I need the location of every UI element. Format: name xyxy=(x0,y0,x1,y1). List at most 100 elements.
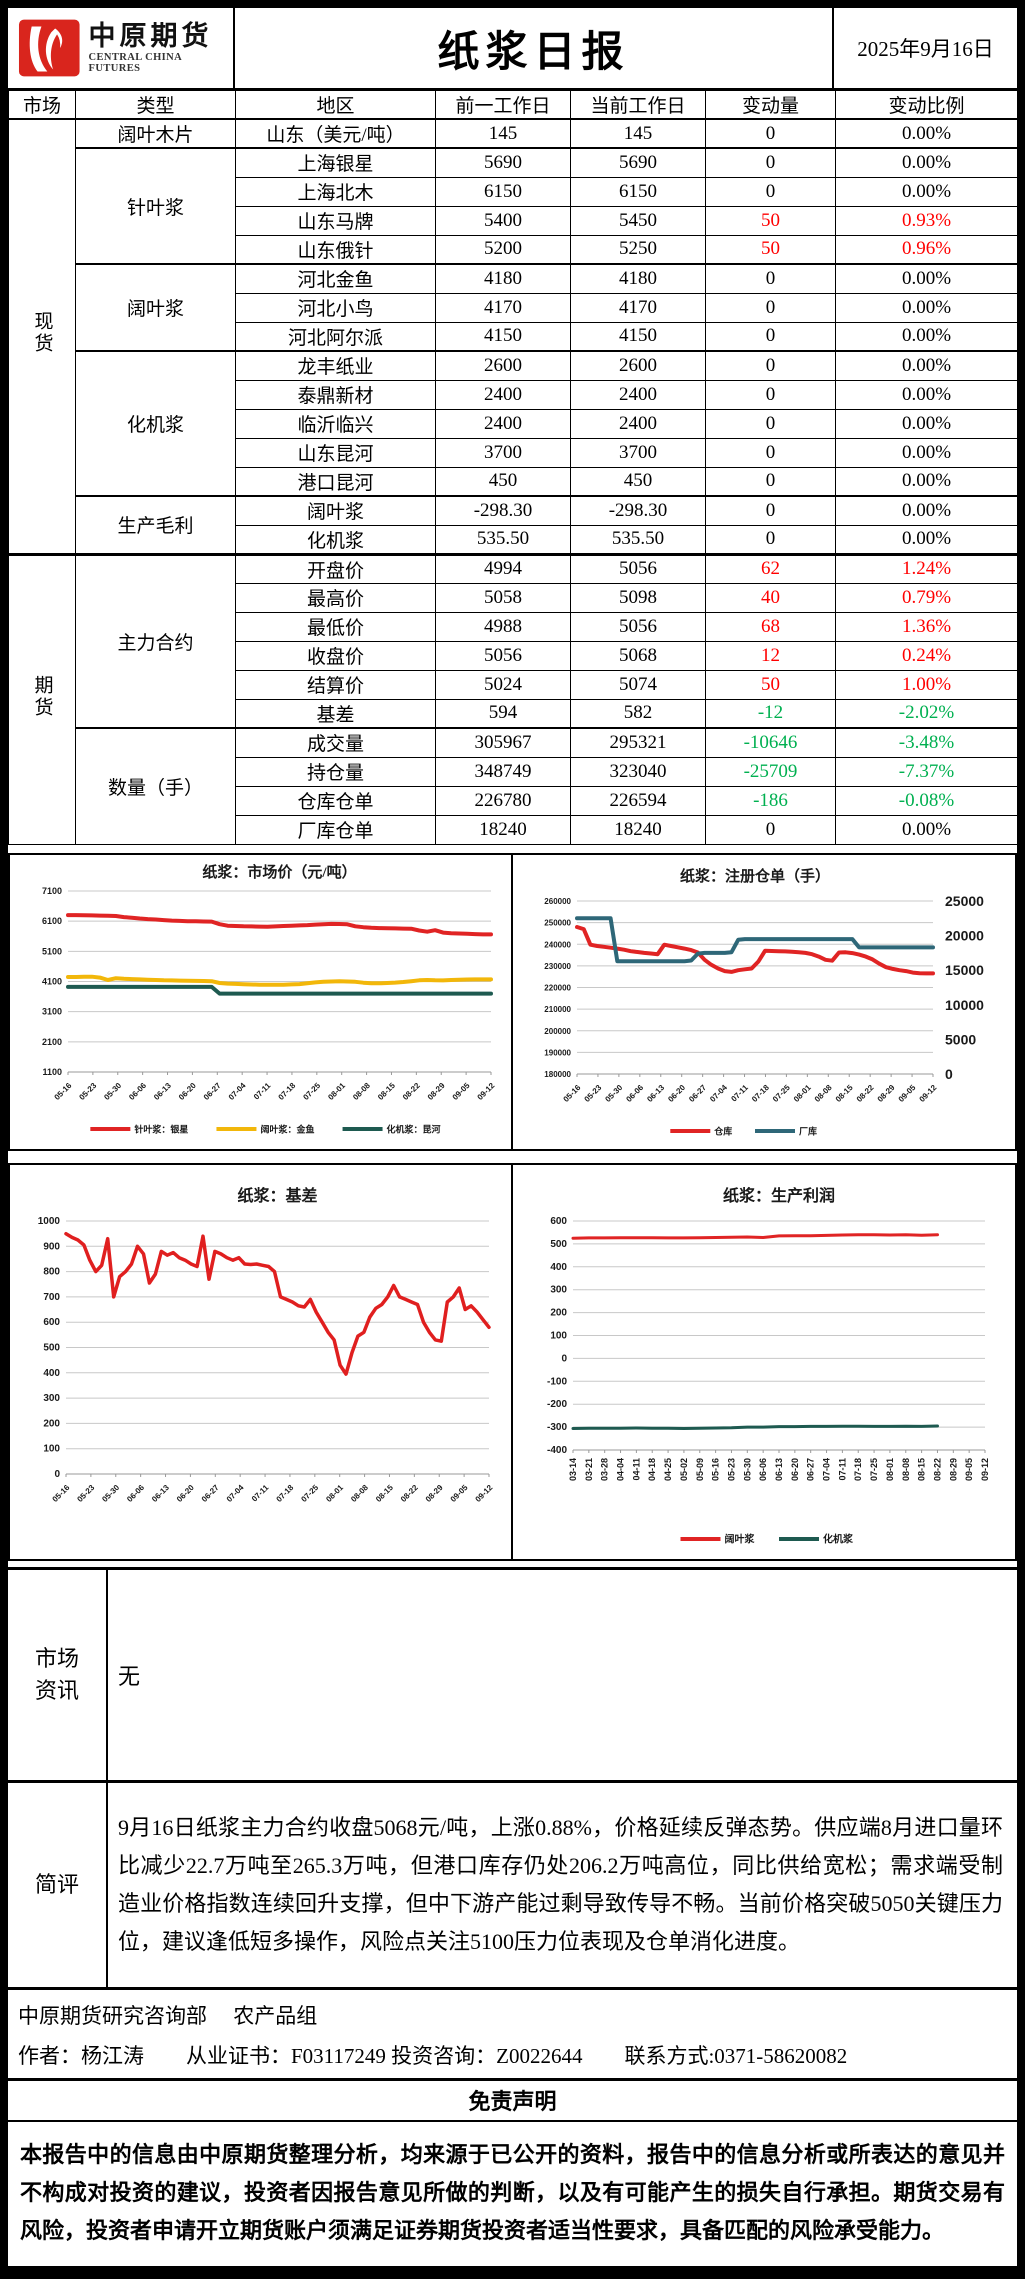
table-row: 临沂临兴 2400 2400 0 0.00% xyxy=(9,408,1018,439)
svg-text:03-14: 03-14 xyxy=(568,1458,578,1481)
region-cell: 最高价 xyxy=(235,582,436,613)
svg-text:09-05: 09-05 xyxy=(964,1458,974,1481)
market-cell-label: 期货 xyxy=(31,674,53,719)
svg-text:06-27: 06-27 xyxy=(202,1080,223,1101)
curr-value-cell: 450 xyxy=(570,466,706,497)
svg-text:400: 400 xyxy=(43,1367,60,1378)
change-cell: 50 xyxy=(705,669,836,700)
svg-text:06-13: 06-13 xyxy=(645,1082,666,1103)
change-pct-cell: 0.00% xyxy=(835,495,1018,526)
svg-text:06-06: 06-06 xyxy=(127,1080,148,1101)
chart-warehouse-receipts: 纸浆：注册仓单（手）180000190000200000210000220000… xyxy=(544,867,984,1137)
prev-value-cell: 4994 xyxy=(435,552,571,584)
prev-value-cell: 5058 xyxy=(435,582,571,613)
market-news-content: 无 xyxy=(118,1663,141,1689)
svg-text:09-05: 09-05 xyxy=(449,1482,470,1503)
region-cell: 山东（美元/吨） xyxy=(235,118,436,149)
change-cell: 0 xyxy=(705,814,836,845)
svg-text:06-06: 06-06 xyxy=(758,1458,768,1481)
svg-text:800: 800 xyxy=(43,1266,60,1277)
svg-text:04-25: 04-25 xyxy=(663,1458,673,1481)
change-cell: 0 xyxy=(705,408,836,439)
svg-text:纸浆：注册仓单（手）: 纸浆：注册仓单（手） xyxy=(680,867,830,885)
curr-value-cell: 145 xyxy=(570,118,706,149)
type-cell: 化机浆 xyxy=(75,350,236,497)
change-pct-cell: 1.00% xyxy=(835,669,1018,700)
prev-value-cell: 2400 xyxy=(435,408,571,439)
svg-text:08-01: 08-01 xyxy=(326,1080,347,1101)
chart-basis: 纸浆：基差 0 100 200 300 400 500 600 700 800 900 1000 05-… xyxy=(38,1186,495,1504)
company-logo: 中原期货 CENTRAL CHINA FUTURES xyxy=(8,8,235,88)
svg-text:05-30: 05-30 xyxy=(100,1482,121,1503)
svg-text:08-08: 08-08 xyxy=(813,1082,834,1103)
comment-section: 简评 9月16日纸浆主力合约收盘5068元/吨，上涨0.88%，价格延续反弹态势… xyxy=(8,1782,1017,1990)
col-header-type: 类型 xyxy=(75,90,236,120)
svg-text:900: 900 xyxy=(43,1241,60,1252)
svg-text:05-16: 05-16 xyxy=(51,1482,72,1503)
region-cell: 上海北木 xyxy=(235,176,436,207)
svg-text:600: 600 xyxy=(550,1216,567,1227)
svg-text:400: 400 xyxy=(550,1261,567,1272)
table-row: 收盘价 5056 5068 12 0.24% xyxy=(9,640,1018,671)
prev-value-cell: 348749 xyxy=(435,756,571,787)
report-date: 2025年9月16日 xyxy=(857,37,994,61)
svg-text:-300: -300 xyxy=(547,1422,567,1433)
svg-text:07-18: 07-18 xyxy=(853,1458,863,1481)
svg-text:09-05: 09-05 xyxy=(897,1082,918,1103)
change-cell: 50 xyxy=(705,234,836,265)
change-pct-cell: 0.96% xyxy=(835,234,1018,265)
svg-text:07-11: 07-11 xyxy=(729,1082,750,1103)
svg-text:08-29: 08-29 xyxy=(424,1482,445,1503)
change-cell: 0 xyxy=(705,147,836,178)
table-row: 山东昆河 3700 3700 0 0.00% xyxy=(9,437,1018,468)
svg-text:06-06: 06-06 xyxy=(125,1482,146,1503)
change-pct-cell: 0.93% xyxy=(835,205,1018,236)
prev-value-cell: 6150 xyxy=(435,176,571,207)
change-pct-cell: 1.36% xyxy=(835,611,1018,642)
svg-text:07-04: 07-04 xyxy=(822,1458,832,1481)
curr-value-cell: 18240 xyxy=(570,814,706,845)
region-cell: 结算价 xyxy=(235,669,436,700)
change-cell: -186 xyxy=(705,785,836,816)
svg-text:15000: 15000 xyxy=(945,962,984,978)
svg-text:06-20: 06-20 xyxy=(790,1458,800,1481)
svg-text:2100: 2100 xyxy=(42,1036,62,1046)
svg-text:500: 500 xyxy=(43,1342,60,1353)
region-cell: 仓库仓单 xyxy=(235,785,436,816)
svg-text:06-27: 06-27 xyxy=(687,1082,708,1103)
svg-text:08-29: 08-29 xyxy=(876,1082,897,1103)
change-cell: 0 xyxy=(705,350,836,381)
table-row: 上海北木 6150 6150 0 0.00% xyxy=(9,176,1018,207)
svg-text:08-15: 08-15 xyxy=(834,1082,855,1103)
chart-market-price: 纸浆：市场价（元/吨） 1100 2100 3100 4100 5100 6100 7100 0… xyxy=(42,863,497,1135)
svg-text:09-05: 09-05 xyxy=(451,1080,472,1101)
change-cell: 0 xyxy=(705,379,836,410)
svg-text:06-13: 06-13 xyxy=(774,1458,784,1481)
region-cell: 阔叶浆 xyxy=(235,495,436,526)
svg-text:仓库: 仓库 xyxy=(713,1125,732,1136)
col-header-prev: 前一工作日 xyxy=(435,90,571,120)
svg-text:09-12: 09-12 xyxy=(474,1482,495,1503)
price-table-body: 现货 阔叶木片 山东（美元/吨） 145 145 0 0.00% 针叶浆 上海银星 5690 569… xyxy=(8,118,1018,845)
svg-text:300: 300 xyxy=(550,1284,567,1295)
change-pct-cell: -3.48% xyxy=(835,727,1018,758)
col-header-curr: 当前工作日 xyxy=(570,90,706,120)
svg-text:06-27: 06-27 xyxy=(200,1482,221,1503)
svg-text:200: 200 xyxy=(550,1307,567,1318)
prev-value-cell: 2400 xyxy=(435,379,571,410)
svg-text:05-30: 05-30 xyxy=(102,1080,123,1101)
curr-value-cell: 295321 xyxy=(570,727,706,758)
region-cell: 河北金鱼 xyxy=(235,263,436,294)
svg-text:100: 100 xyxy=(550,1330,567,1341)
change-cell: 0 xyxy=(705,176,836,207)
curr-value-cell: 2600 xyxy=(570,350,706,381)
curr-value-cell: 323040 xyxy=(570,756,706,787)
svg-text:1100: 1100 xyxy=(42,1067,62,1077)
prev-value-cell: 5690 xyxy=(435,147,571,178)
change-pct-cell: 0.00% xyxy=(835,350,1018,381)
disclaimer-content: 本报告中的信息由中原期货整理分析，均来源于已公开的资料，报告中的信息分析或所表达… xyxy=(20,2141,1005,2243)
change-pct-cell: 0.00% xyxy=(835,292,1018,323)
curr-value-cell: 4150 xyxy=(570,321,706,352)
svg-text:5100: 5100 xyxy=(42,946,62,956)
change-pct-cell: 1.24% xyxy=(835,552,1018,584)
